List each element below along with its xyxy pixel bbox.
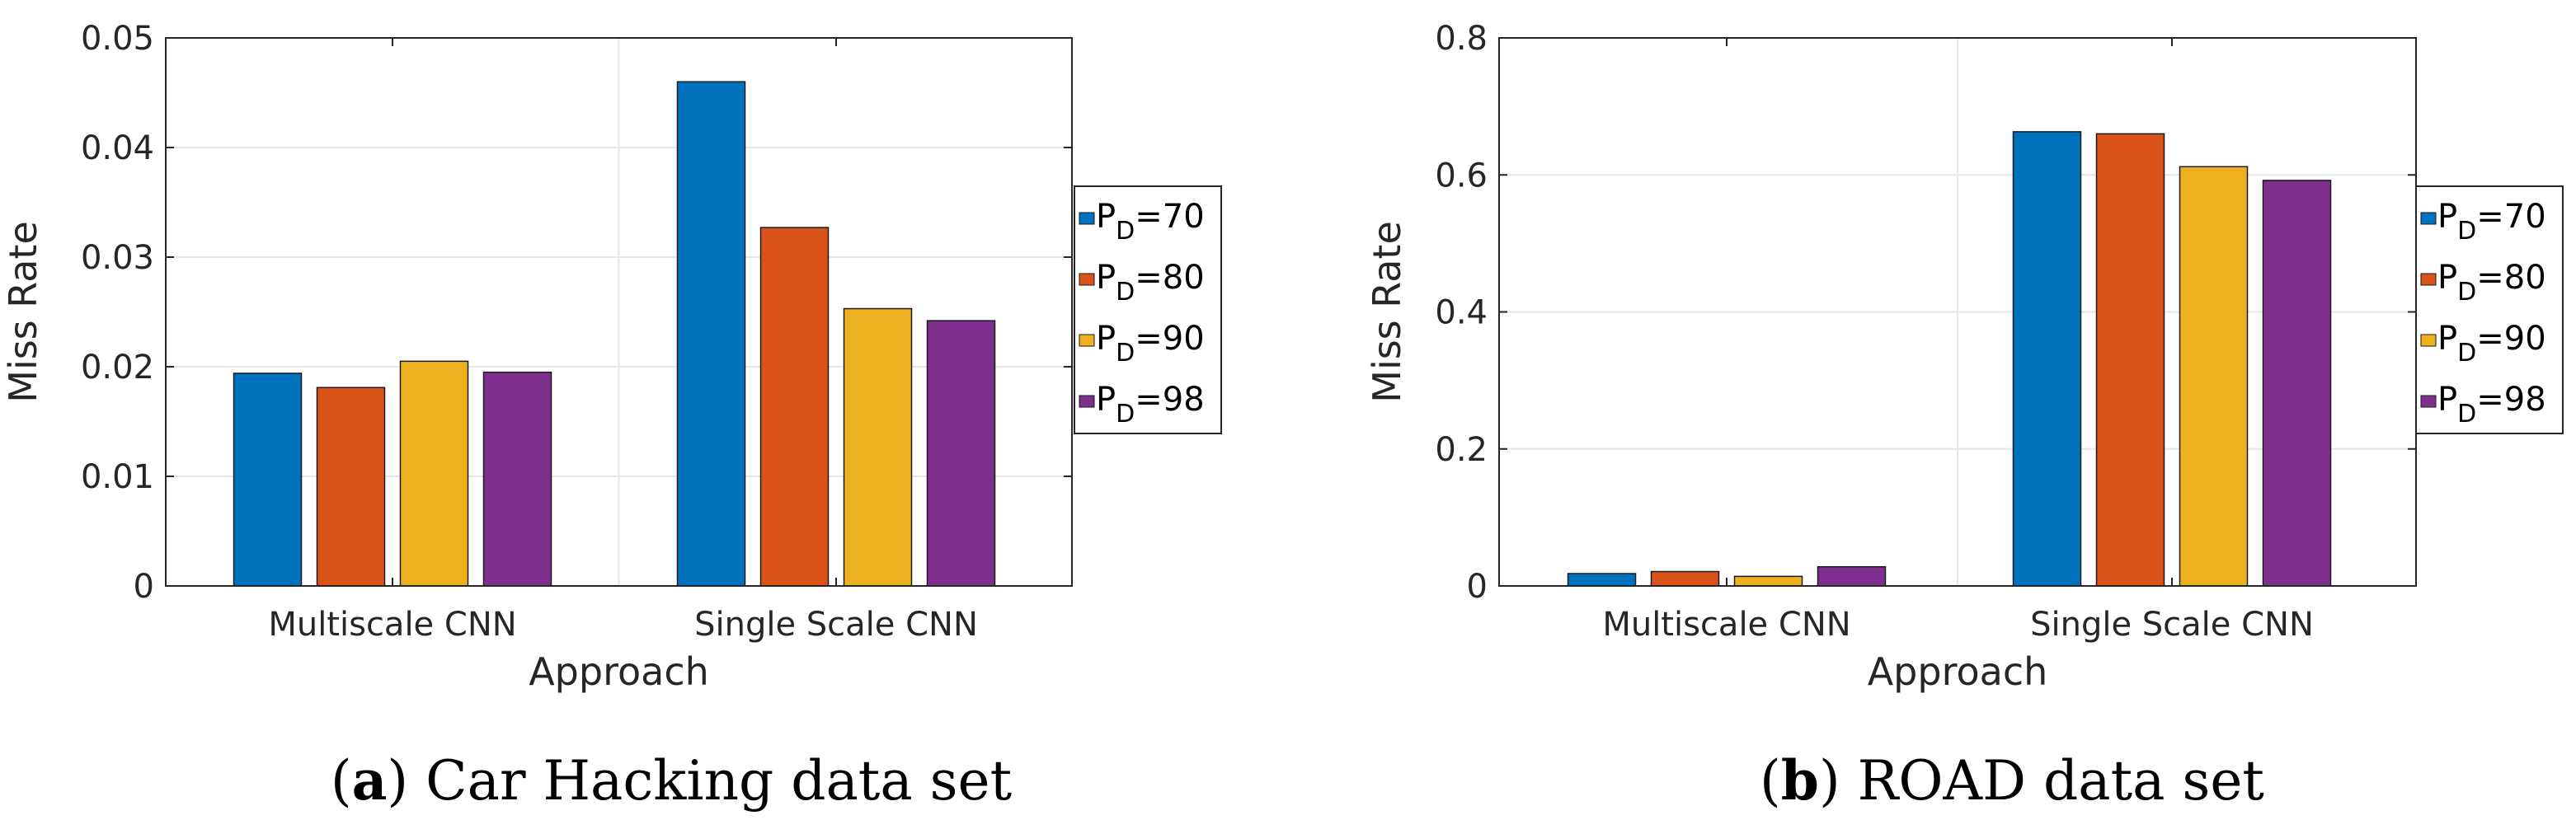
bar-pd70-single-scale	[676, 81, 746, 587]
x-axis-label: Approach	[1868, 649, 2048, 694]
legend-box	[2415, 185, 2564, 434]
legend-swatch	[1079, 212, 1095, 225]
y-tick-label: 0	[1467, 568, 1488, 606]
bar-pd90-single-scale	[2179, 166, 2249, 587]
bar-pd90-single-scale	[843, 307, 913, 587]
y-tick-label: 0.8	[1435, 20, 1488, 58]
y-axis-label: Miss Rate	[1, 221, 45, 403]
bar-pd80-multiscale	[316, 387, 386, 587]
bar-pd90-multiscale	[1733, 575, 1803, 587]
bar-pd90-multiscale	[399, 360, 469, 587]
y-tick-label: 0.2	[1435, 431, 1488, 469]
chart-b: 0 0.2 0.4 0.6 0.8 Multiscale CNN Single Scale …	[1365, 20, 2564, 813]
x-axis-label: Approach	[529, 649, 709, 694]
y-tick-label: 0.6	[1435, 157, 1488, 194]
x-tick-label: Single Scale CNN	[694, 606, 978, 644]
legend-entry: PD=80	[2437, 259, 2546, 307]
bar-pd98-multiscale	[1817, 565, 1887, 587]
legend-swatch	[1079, 334, 1095, 347]
y-axis-label: Miss Rate	[1365, 221, 1409, 403]
y-tick-label: 0.4	[1435, 294, 1488, 332]
x-tick-label: Multiscale CNN	[1602, 606, 1850, 644]
bar-pd70-single-scale	[2012, 131, 2082, 587]
legend-swatch	[1079, 395, 1095, 408]
legend-swatch	[2420, 334, 2437, 347]
legend-entry: PD=70	[2437, 198, 2546, 246]
legend: PD=70 PD=80 PD=90 PD=98	[1074, 185, 1222, 434]
legend-entry: PD=98	[1096, 381, 1205, 429]
legend-swatch	[2420, 395, 2437, 408]
legend-swatch	[1079, 273, 1095, 286]
legend-box	[1074, 185, 1222, 434]
legend-entry: PD=80	[1096, 259, 1205, 307]
bar-pd70-multiscale	[233, 372, 303, 587]
legend: PD=70 PD=80 PD=90 PD=98	[2415, 185, 2564, 434]
bar-pd70-multiscale	[1567, 573, 1637, 587]
legend-entry: PD=70	[1096, 198, 1205, 246]
chart-a: 0 0.01 0.02 0.03 0.04 0.05 Multiscale CNN Singl…	[1, 20, 1222, 813]
caption: (a) Car Hacking data set	[331, 748, 1012, 813]
axes-box	[165, 37, 1073, 587]
legend-swatch	[2420, 273, 2437, 286]
bar-pd80-multiscale	[1650, 570, 1720, 587]
bar-pd98-single-scale	[926, 320, 996, 587]
legend-entry: PD=98	[2437, 381, 2546, 429]
bar-pd80-single-scale	[759, 227, 830, 587]
caption: (b) ROAD data set	[1760, 748, 2264, 813]
y-tick-label: 0.03	[81, 239, 154, 277]
y-tick-label: 0.05	[81, 20, 154, 58]
legend-entry: PD=90	[2437, 320, 2546, 368]
x-tick-label: Multiscale CNN	[268, 606, 516, 644]
bar-pd80-single-scale	[2095, 133, 2165, 587]
legend-swatch	[2420, 212, 2437, 225]
y-tick-label: 0.01	[81, 458, 154, 496]
legend-entry: PD=90	[1096, 320, 1205, 368]
bar-pd98-single-scale	[2262, 180, 2332, 587]
y-tick-label: 0.04	[81, 129, 154, 167]
x-tick-label: Single Scale CNN	[2030, 606, 2314, 644]
y-tick-label: 0.02	[81, 349, 154, 387]
bar-pd98-multiscale	[482, 371, 552, 587]
y-tick-label: 0	[134, 568, 154, 606]
